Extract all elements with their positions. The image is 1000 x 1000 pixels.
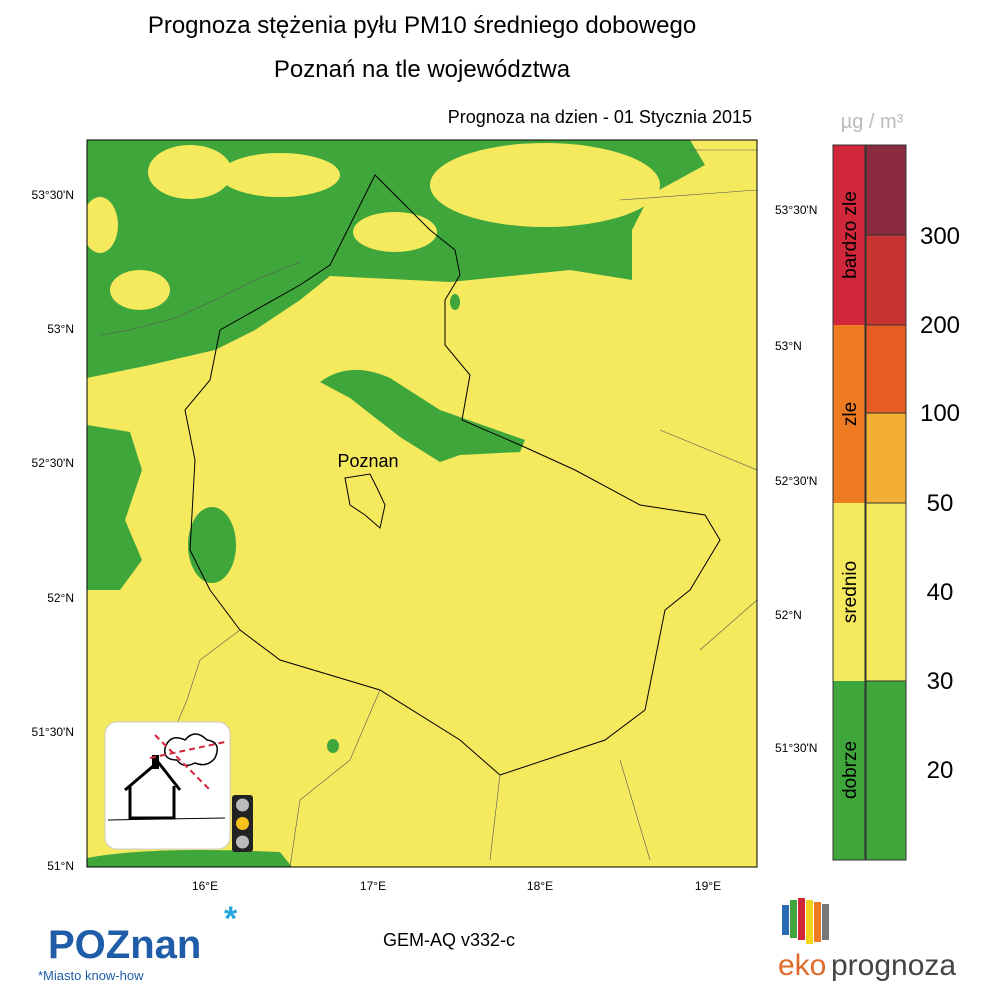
lon-label: 16°E — [192, 879, 218, 893]
lat-label: 51°N — [47, 859, 74, 873]
threshold-label: 50 — [927, 490, 954, 517]
threshold-label: 20 — [927, 757, 954, 784]
level-band — [866, 325, 906, 413]
smoke-cross — [149, 734, 226, 791]
legend: µg / m³ bardzo zle zle srednio dobrze 30… — [832, 111, 960, 861]
pollution-zone — [148, 145, 232, 199]
city-label: Poznan — [337, 451, 398, 471]
ekoprognoza-logo: eko prognoza — [778, 898, 956, 982]
logo-bar — [782, 905, 789, 935]
lat-label: 53°N — [775, 339, 802, 353]
category-frame — [832, 144, 866, 861]
map: Poznan 53°30'N 53°N 52°30'N 52°N 51°30'N… — [32, 139, 817, 893]
pollution-zone — [110, 270, 170, 310]
logo-bar — [806, 900, 813, 944]
lat-label: 53°30'N — [775, 203, 817, 217]
level-divider — [866, 234, 906, 682]
poznan-asterisk: * — [224, 900, 238, 938]
pollution-zone — [87, 850, 292, 867]
subtitle: Poznań na tle województwa — [274, 56, 571, 83]
lat-label: 51°30'N — [775, 741, 817, 755]
pollution-zone — [220, 153, 340, 197]
pollution-zone — [353, 212, 437, 252]
category-label: zle — [840, 402, 861, 426]
poznan-tagline: *Miasto know-how — [38, 968, 144, 983]
title: Prognoza stężenia pyłu PM10 średniego do… — [148, 12, 696, 39]
smoke — [164, 733, 218, 767]
logo-bar — [822, 904, 829, 940]
date-label: Prognoza na dzien - 01 Stycznia 2015 — [448, 107, 752, 127]
pollution-zone — [327, 739, 339, 753]
level-band — [866, 145, 906, 235]
pollution-zone — [87, 425, 142, 590]
lat-label: 53°N — [47, 322, 74, 336]
lat-label: 53°30'N — [32, 188, 74, 202]
poznan-logo-text: POZnan — [48, 923, 201, 967]
pollution-zone — [188, 507, 236, 583]
threshold-label: 300 — [920, 223, 960, 250]
category-band — [833, 325, 865, 503]
warning-icon — [104, 721, 253, 852]
level-band — [866, 503, 906, 681]
category-label: dobrze — [840, 741, 861, 799]
pollution-zone — [87, 197, 118, 253]
chimney — [152, 755, 159, 769]
lon-label: 19°E — [695, 879, 721, 893]
ground — [107, 817, 226, 821]
threshold-label: 40 — [927, 579, 954, 606]
threshold-label: 200 — [920, 312, 960, 339]
logo-bar — [790, 900, 797, 938]
lat-label: 52°N — [775, 608, 802, 622]
light-off — [236, 798, 249, 812]
category-label: srednio — [840, 561, 861, 623]
logo-prognoza: prognoza — [831, 949, 956, 982]
lat-label: 52°30'N — [775, 474, 817, 488]
lon-label: 17°E — [360, 879, 386, 893]
model-label: GEM-AQ v332-c — [383, 930, 515, 950]
lat-label: 51°30'N — [32, 725, 74, 739]
logo-bar — [814, 902, 821, 942]
threshold-label: 100 — [920, 400, 960, 427]
pollution-zone — [320, 369, 525, 462]
logo-eko: eko — [778, 949, 826, 982]
province-border — [184, 174, 721, 776]
level-band — [866, 235, 906, 325]
logo-bar — [798, 898, 805, 940]
city-border — [344, 473, 386, 529]
level-frame — [865, 144, 907, 861]
category-band — [833, 145, 865, 325]
unit-label: µg / m³ — [841, 111, 904, 133]
map-frame — [86, 139, 758, 868]
category-label: bardzo zle — [840, 191, 861, 279]
light-off — [236, 835, 249, 849]
category-band — [833, 681, 865, 860]
lat-label: 52°N — [47, 591, 74, 605]
level-band — [866, 413, 906, 503]
admin-border — [99, 149, 757, 867]
light-on — [236, 817, 249, 830]
pollution-zone — [450, 294, 460, 310]
threshold-label: 30 — [927, 668, 954, 695]
poznan-logo: POZnan * *Miasto know-how — [38, 900, 238, 983]
category-band — [833, 503, 865, 681]
level-band — [866, 681, 906, 860]
lat-label: 52°30'N — [32, 456, 74, 470]
pollution-zone — [430, 143, 660, 227]
lon-label: 18°E — [527, 879, 553, 893]
